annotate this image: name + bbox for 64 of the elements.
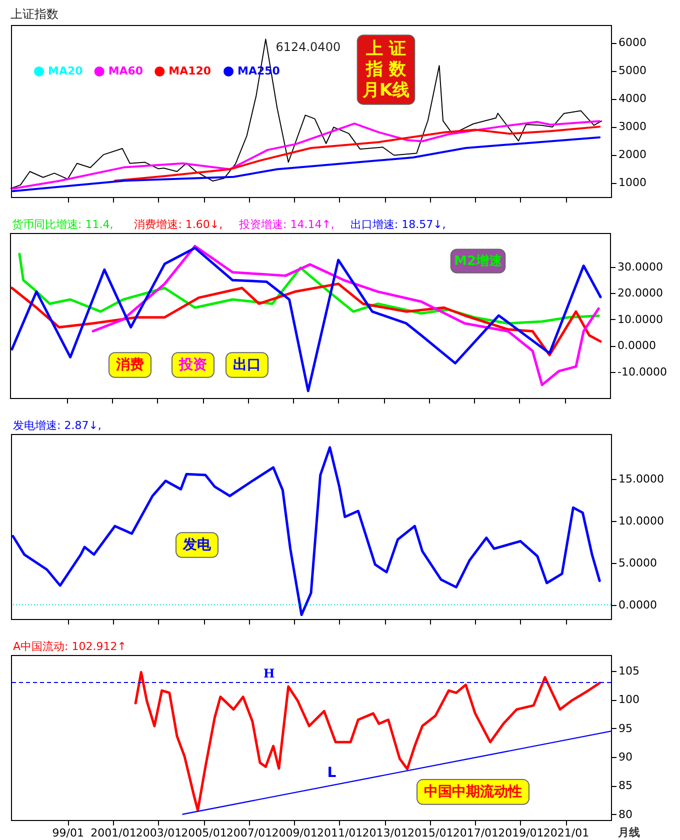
line-series (134, 670, 601, 812)
x-tick-label: 2009/01 (272, 826, 318, 840)
line-series (12, 120, 601, 190)
y-tick-label: 100 (618, 693, 640, 706)
text: 出口增速: 18.57↓, (350, 218, 446, 231)
y-tick-label: 15.0000 (618, 472, 664, 486)
y-tick-label: 5000 (618, 64, 646, 78)
annotation: 上 证 (365, 39, 406, 60)
x-tick-label: 2017/01 (452, 826, 499, 840)
line-series (12, 446, 601, 616)
x-tick-label: 2013/01 (362, 826, 408, 840)
y-tick-label: 1000 (618, 176, 646, 190)
line-series (114, 126, 601, 182)
y-tick-label: 90 (618, 750, 632, 764)
y-tick-label: 6000 (618, 36, 646, 50)
x-tick-label: 2019/01 (498, 826, 544, 840)
text: A中国流动: 102.912↑ (13, 640, 126, 653)
y-tick-label: 2000 (618, 148, 646, 162)
legend-label: MA60 (108, 64, 144, 78)
y-tick-label: 0.0000 (618, 339, 656, 352)
x-tick-label: 2003/01 (136, 826, 182, 840)
y-tick-label: 3000 (618, 120, 646, 134)
y-tick-label: 4000 (618, 92, 646, 106)
y-tick-label: 10.0000 (618, 312, 663, 326)
line-series (10, 246, 602, 392)
y-tick-label: 80 (618, 808, 632, 821)
annotation: 发电 (182, 537, 212, 553)
x-tick-label: 99/01 (52, 826, 84, 840)
annotation: M2增速 (454, 254, 503, 270)
x-tick-label: 2011/01 (316, 826, 363, 840)
ref-line-label: H (263, 666, 275, 680)
text: 货币同比增速: 11.4, (12, 218, 114, 231)
y-tick-label: 95 (618, 722, 632, 735)
y-tick-label: 10.0000 (618, 514, 664, 528)
x-tick-label: 2015/01 (408, 826, 454, 840)
x-tick-label: 2005/01 (181, 826, 227, 840)
x-tick-label: 2021/01 (543, 826, 590, 840)
text: 发电增速: 2.87↓, (13, 419, 102, 432)
line-series (92, 244, 600, 386)
annotation: L (327, 765, 336, 782)
annotation: 消费 (115, 357, 144, 373)
x-tick-label: 2007/01 (226, 826, 272, 840)
annotation: 月K线 (361, 80, 410, 100)
y-tick-label: 85 (618, 779, 632, 792)
chart-title: 上证指数 (10, 7, 58, 21)
y-tick-label: -10.0000 (618, 365, 667, 378)
legend-label: MA120 (168, 64, 212, 78)
y-tick-label: 5.0000 (618, 556, 657, 570)
y-tick-label: 0.0000 (618, 598, 657, 612)
legend-label: MA20 (48, 64, 84, 78)
annotation: 出口 (233, 357, 261, 373)
annotation: 指 数 (365, 60, 407, 80)
line-series (10, 282, 602, 356)
text: 月线 (617, 826, 640, 840)
annotation: 6124.0400 (276, 40, 341, 54)
line-series (12, 136, 601, 192)
x-tick-label: 2001/01 (90, 826, 136, 840)
y-tick-label: 20.0000 (618, 286, 663, 300)
y-tick-label: 30.0000 (618, 260, 663, 274)
text: 投资增速: 14.14↑, (238, 218, 334, 231)
text: 消费增速: 1.60↓, (134, 218, 223, 231)
annotation: 中国中期流动性 (424, 782, 522, 800)
y-tick-label: 105 (618, 664, 640, 678)
annotation: 投资 (178, 357, 207, 373)
